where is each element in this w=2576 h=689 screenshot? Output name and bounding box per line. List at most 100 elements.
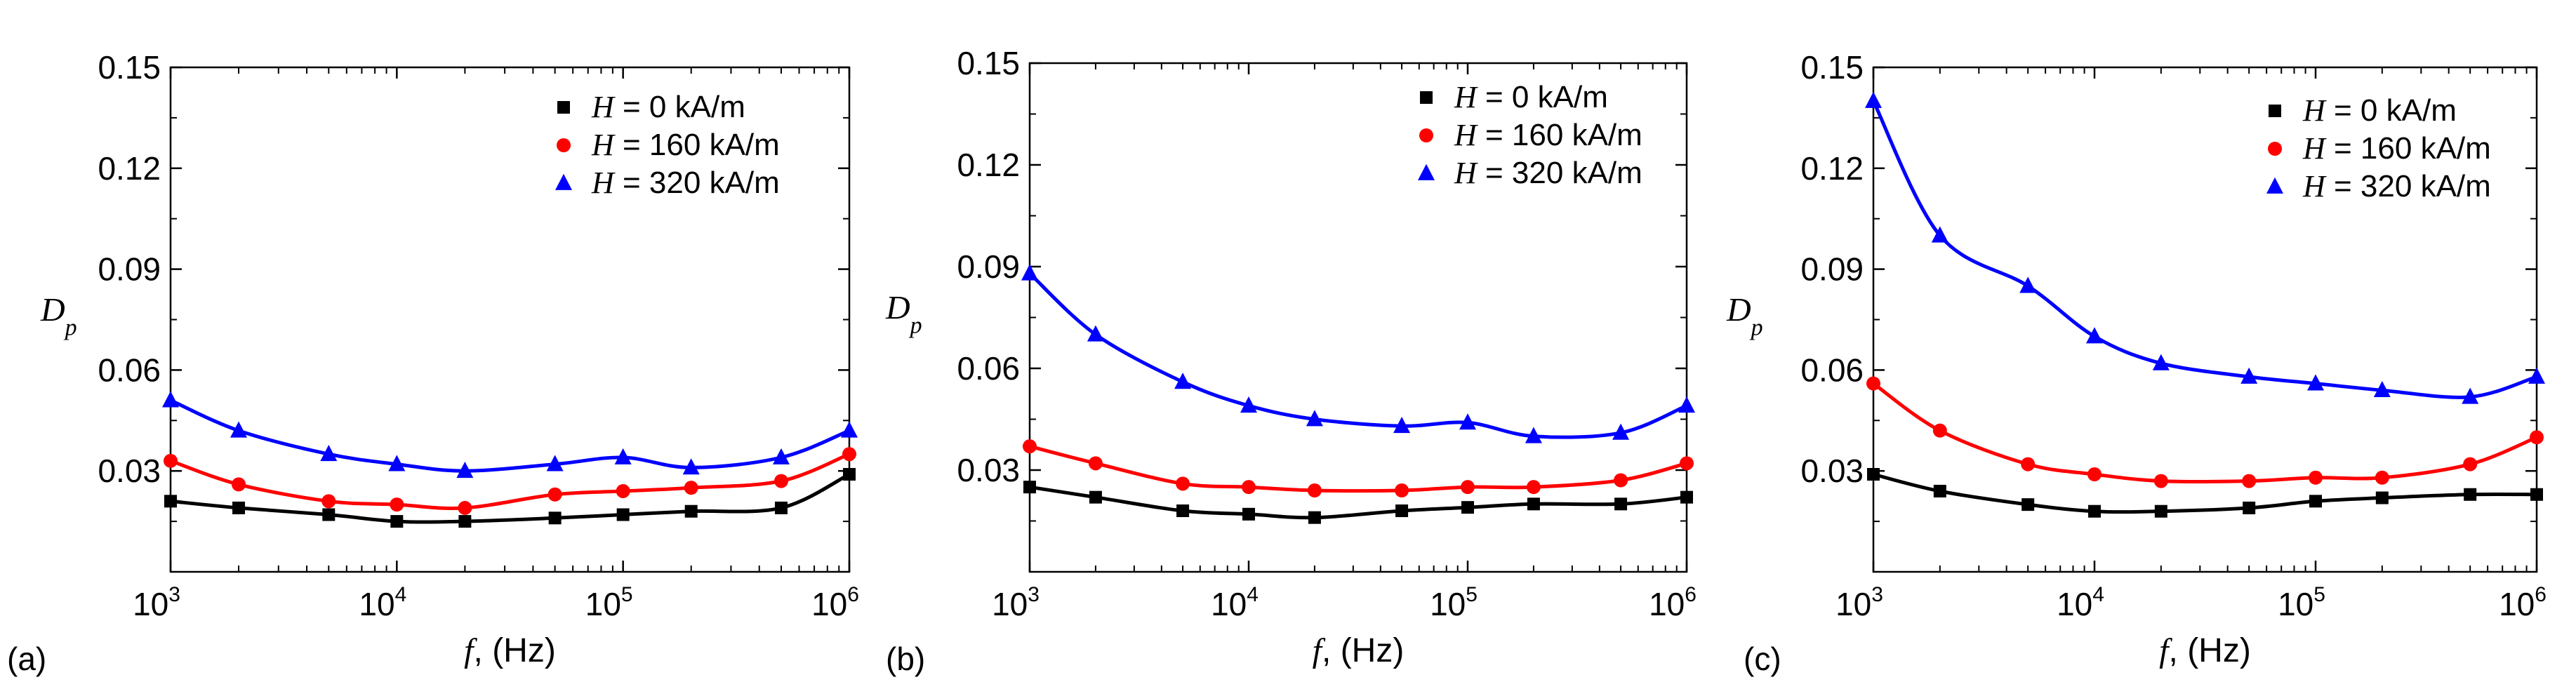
y-tick-label: 0.06 (1800, 352, 1864, 388)
data-point (1023, 481, 1036, 494)
chart-panel-a: 0.03 0.06 0.09 0.12 0.15 103 104 105 106 Dp f, (Hz… (7, 49, 859, 677)
x-tick-label: 103 (992, 583, 1040, 622)
data-point (1614, 473, 1628, 488)
x-tick-label: 106 (2499, 583, 2547, 622)
data-point (2309, 495, 2322, 508)
data-point (1680, 490, 1693, 504)
legend-marker (557, 101, 570, 114)
series-line (1029, 485, 1687, 520)
legend-entry: H = 320 kA/m (2302, 169, 2491, 203)
data-point (616, 508, 630, 521)
data-point (2021, 457, 2036, 471)
data-point (1307, 483, 1322, 497)
series-line (170, 472, 851, 524)
data-point (390, 515, 404, 528)
data-point (2086, 327, 2103, 344)
data-point (682, 458, 700, 475)
data-point (1525, 427, 1542, 443)
data-point (1176, 504, 1190, 517)
y-axis-label: Dp (1726, 292, 1763, 341)
y-axis-label: Dp (40, 292, 77, 341)
y-tick-label: 0.03 (957, 452, 1020, 488)
data-point (772, 448, 790, 464)
y-tick-label: 0.03 (98, 453, 161, 489)
data-point (458, 515, 472, 528)
x-tick-label: 104 (359, 583, 406, 622)
data-point (2530, 430, 2544, 445)
panel-label: (a) (7, 641, 46, 677)
y-tick-label: 0.09 (1800, 251, 1864, 288)
data-point (1461, 480, 1475, 495)
data-point (1088, 456, 1103, 471)
legend-marker (2266, 177, 2283, 194)
data-point (1308, 511, 1321, 524)
data-point (1089, 490, 1102, 504)
data-point (1866, 376, 1880, 391)
legend-entry: H = 320 kA/m (591, 166, 780, 200)
legend-entry: H = 0 kA/m (1454, 80, 1608, 114)
data-point (841, 421, 858, 438)
data-point (1087, 325, 1104, 342)
data-point (2088, 504, 2101, 518)
data-point (1867, 467, 1880, 481)
data-point (164, 495, 177, 508)
data-point (1461, 501, 1474, 514)
legend-entry: H = 0 kA/m (591, 90, 745, 124)
series-line (1872, 382, 2537, 484)
data-point (2242, 474, 2257, 488)
chart-panel-c: 0.03 0.06 0.09 0.12 0.15 103 104 105 106 Dp f, (Hz… (1726, 49, 2547, 677)
x-tick-label: 103 (1835, 583, 1883, 622)
data-point (684, 504, 698, 518)
legend-marker (2269, 105, 2281, 117)
data-point (1306, 410, 1323, 427)
legend-entry: H = 320 kA/m (1454, 156, 1642, 190)
data-point (1931, 226, 1948, 243)
y-tick-label: 0.15 (957, 45, 1020, 81)
legend-marker (557, 138, 571, 152)
data-point (456, 462, 474, 479)
x-tick-label: 106 (1649, 583, 1697, 622)
panel-label: (c) (1744, 641, 1781, 677)
data-point (232, 501, 246, 514)
legend-entry: H = 160 kA/m (2302, 131, 2491, 166)
data-point (2375, 470, 2389, 485)
data-point (2152, 354, 2170, 370)
data-point (388, 455, 406, 471)
data-point (1459, 413, 1476, 430)
y-tick-label: 0.06 (957, 350, 1020, 387)
data-point (2373, 380, 2391, 398)
x-tick-label: 105 (2278, 583, 2325, 622)
data-point (2153, 474, 2168, 488)
series-line (169, 399, 850, 473)
y-tick-label: 0.03 (1800, 453, 1864, 489)
data-point (548, 511, 562, 525)
data-point (320, 445, 338, 462)
data-point (162, 391, 179, 408)
data-point (1242, 507, 1255, 521)
data-point (2309, 470, 2323, 485)
data-point (1614, 497, 1628, 511)
x-tick-label: 104 (1211, 583, 1259, 622)
series-line (1871, 100, 2537, 399)
data-point (546, 455, 564, 471)
data-point (1932, 423, 1947, 438)
data-point (1174, 373, 1192, 389)
y-tick-label: 0.12 (957, 147, 1020, 183)
x-tick-label: 103 (133, 583, 180, 622)
data-point (1527, 497, 1540, 511)
y-tick-label: 0.09 (957, 248, 1020, 285)
data-point (1176, 476, 1190, 491)
data-point (164, 453, 178, 468)
series-line (1029, 444, 1687, 493)
x-tick-label: 106 (811, 583, 859, 622)
legend-entry: H = 0 kA/m (2302, 93, 2457, 128)
data-point (1021, 264, 1038, 281)
x-axis-label: f, (Hz) (1313, 632, 1405, 669)
panel-label: (b) (886, 641, 925, 677)
data-point (1395, 504, 1409, 517)
data-point (1526, 480, 1541, 495)
y-tick-label: 0.15 (1800, 49, 1864, 86)
y-tick-label: 0.15 (98, 49, 161, 86)
data-point (2154, 504, 2167, 518)
data-point (547, 487, 562, 502)
